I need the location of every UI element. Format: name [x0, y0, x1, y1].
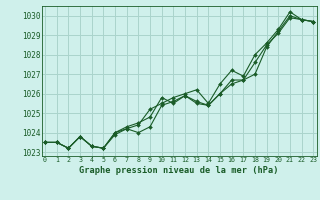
X-axis label: Graphe pression niveau de la mer (hPa): Graphe pression niveau de la mer (hPa) — [79, 166, 279, 175]
